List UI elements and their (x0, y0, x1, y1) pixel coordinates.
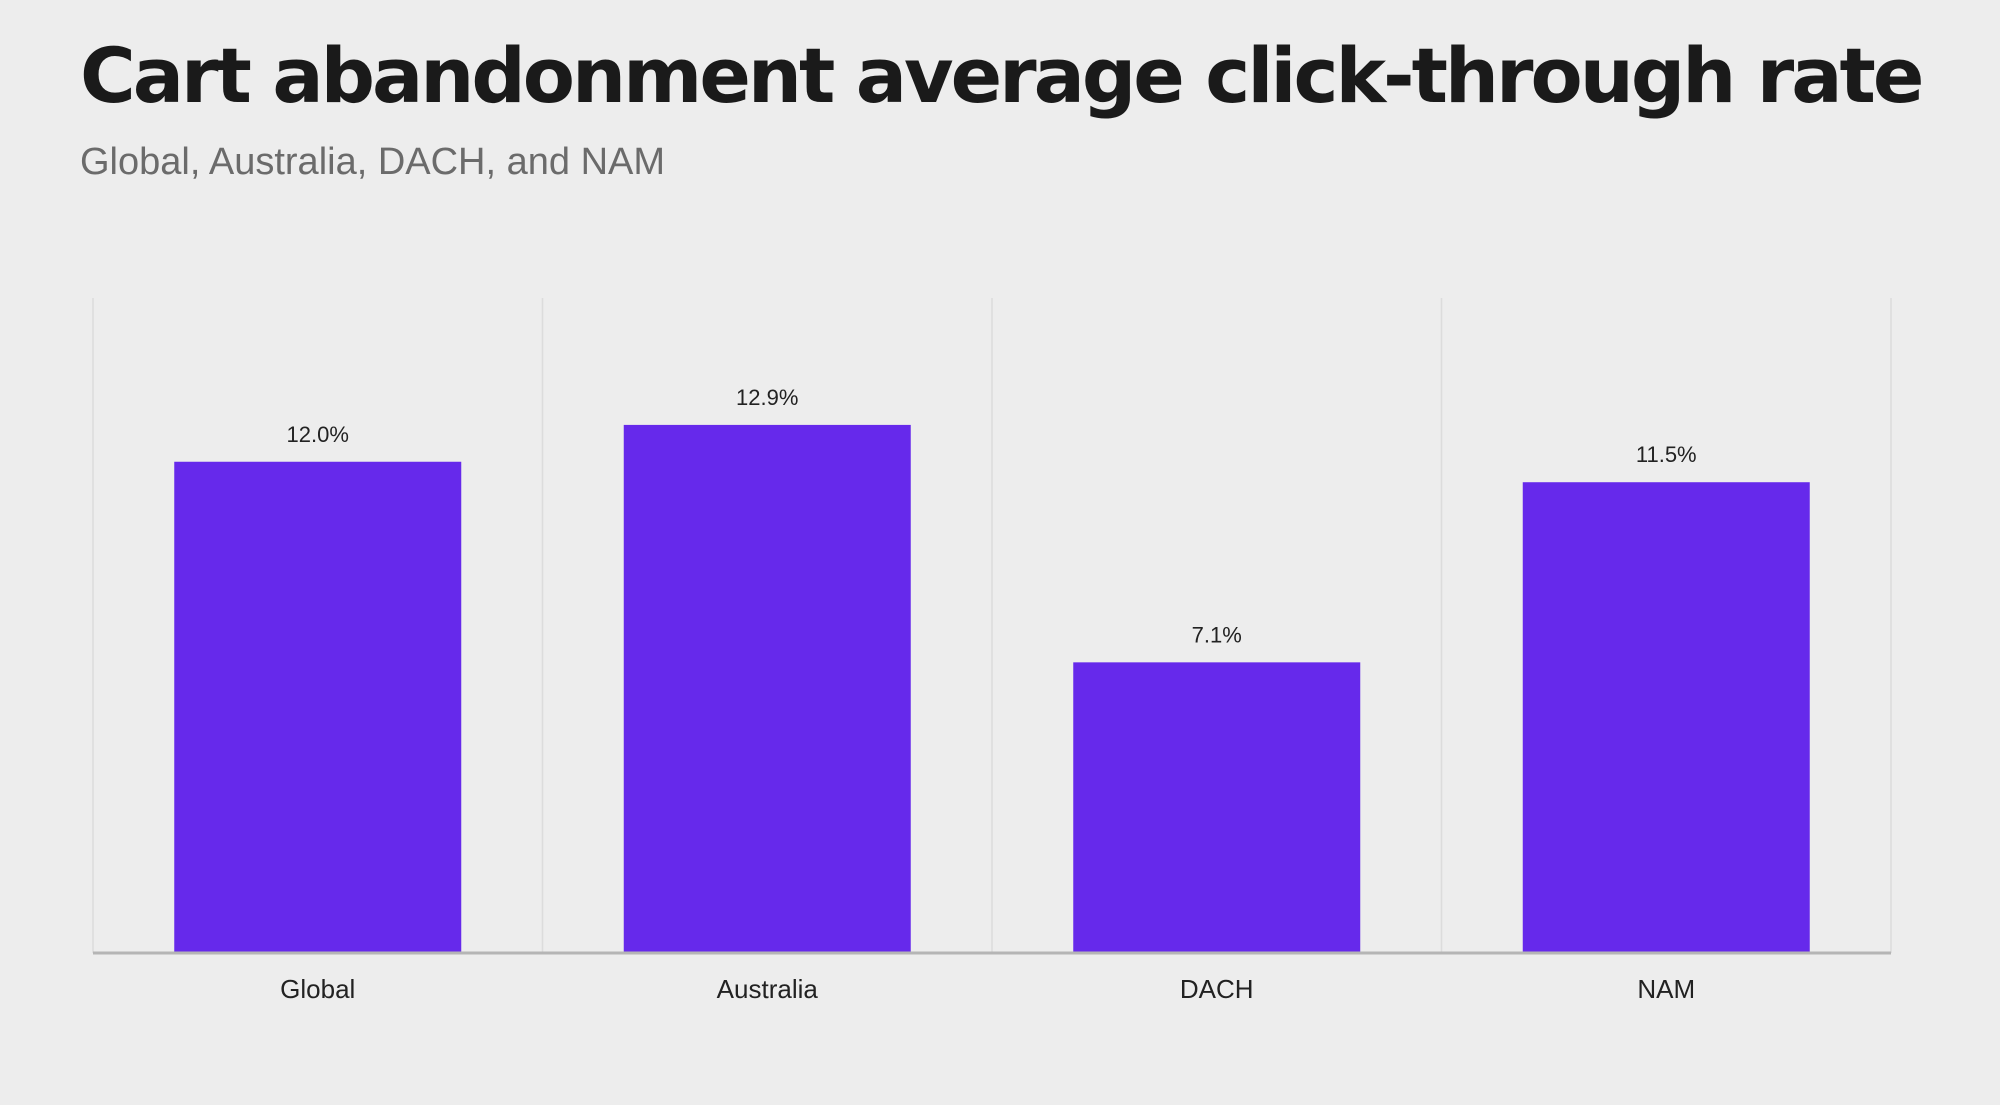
x-tick-label: Australia (717, 974, 819, 1004)
chart-subtitle: Global, Australia, DACH, and NAM (80, 141, 666, 183)
bar-dach (1073, 662, 1361, 953)
data-label: 11.5% (1636, 442, 1697, 467)
bar-global (174, 461, 462, 953)
x-tick-label: Global (280, 974, 355, 1004)
data-label: 12.0% (287, 422, 349, 447)
chart-title: Cart abandonment average click-through r… (80, 31, 1924, 120)
bar-australia (623, 424, 911, 953)
x-tick-label: NAM (1637, 974, 1695, 1004)
data-label: 12.9% (736, 385, 798, 410)
x-tick-label: DACH (1180, 974, 1254, 1004)
bar-nam (1522, 482, 1810, 953)
data-label: 7.1% (1192, 622, 1242, 647)
chart-header: Cart abandonment average click-through r… (80, 28, 1924, 186)
